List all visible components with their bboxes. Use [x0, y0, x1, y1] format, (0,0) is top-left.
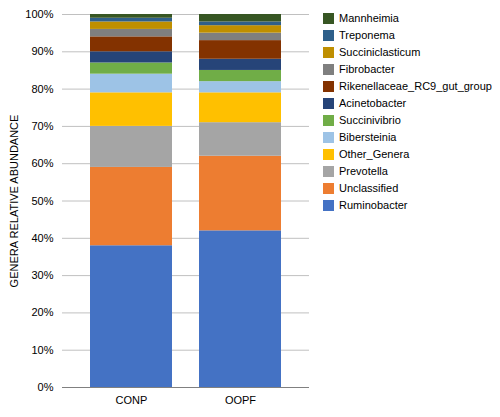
svg-text:10%: 10% — [31, 344, 53, 356]
html-text:Treponema: Treponema — [339, 29, 395, 41]
html-text:Other_Genera: Other_Genera — [339, 148, 410, 160]
svg-text:80%: 80% — [31, 83, 53, 95]
svg-text:40%: 40% — [31, 232, 53, 244]
svg-text:OOPF: OOPF — [225, 394, 256, 406]
html-text:Ruminobacter: Ruminobacter — [339, 199, 408, 211]
html-text:Acinetobacter: Acinetobacter — [339, 97, 407, 109]
svg-text:50%: 50% — [31, 195, 53, 207]
html-text:Prevotella: Prevotella — [339, 165, 388, 177]
html-text:Mannheimia: Mannheimia — [339, 12, 399, 24]
html-text:Fibrobacter: Fibrobacter — [339, 63, 395, 75]
svg-text:90%: 90% — [31, 45, 53, 57]
svg-text:20%: 20% — [31, 306, 53, 318]
svg-text:GENERA RELATIVE ABUNDANCE: GENERA RELATIVE ABUNDANCE — [8, 115, 20, 288]
svg-text:60%: 60% — [31, 157, 53, 169]
html-text:Unclassified: Unclassified — [339, 182, 399, 194]
svg-text:70%: 70% — [31, 120, 53, 132]
html-text:Succinivibrio: Succinivibrio — [339, 114, 401, 126]
html-text:Bibersteinia: Bibersteinia — [339, 131, 397, 143]
svg-text:0%: 0% — [38, 381, 54, 393]
svg-text:30%: 30% — [31, 269, 53, 281]
svg-text:100%: 100% — [25, 8, 53, 20]
svg-text:CONP: CONP — [116, 394, 148, 406]
html-text:Rikenellaceae_RC9_gut_group: Rikenellaceae_RC9_gut_group — [339, 80, 492, 92]
html-text:Succiniclasticum: Succiniclasticum — [339, 46, 421, 58]
